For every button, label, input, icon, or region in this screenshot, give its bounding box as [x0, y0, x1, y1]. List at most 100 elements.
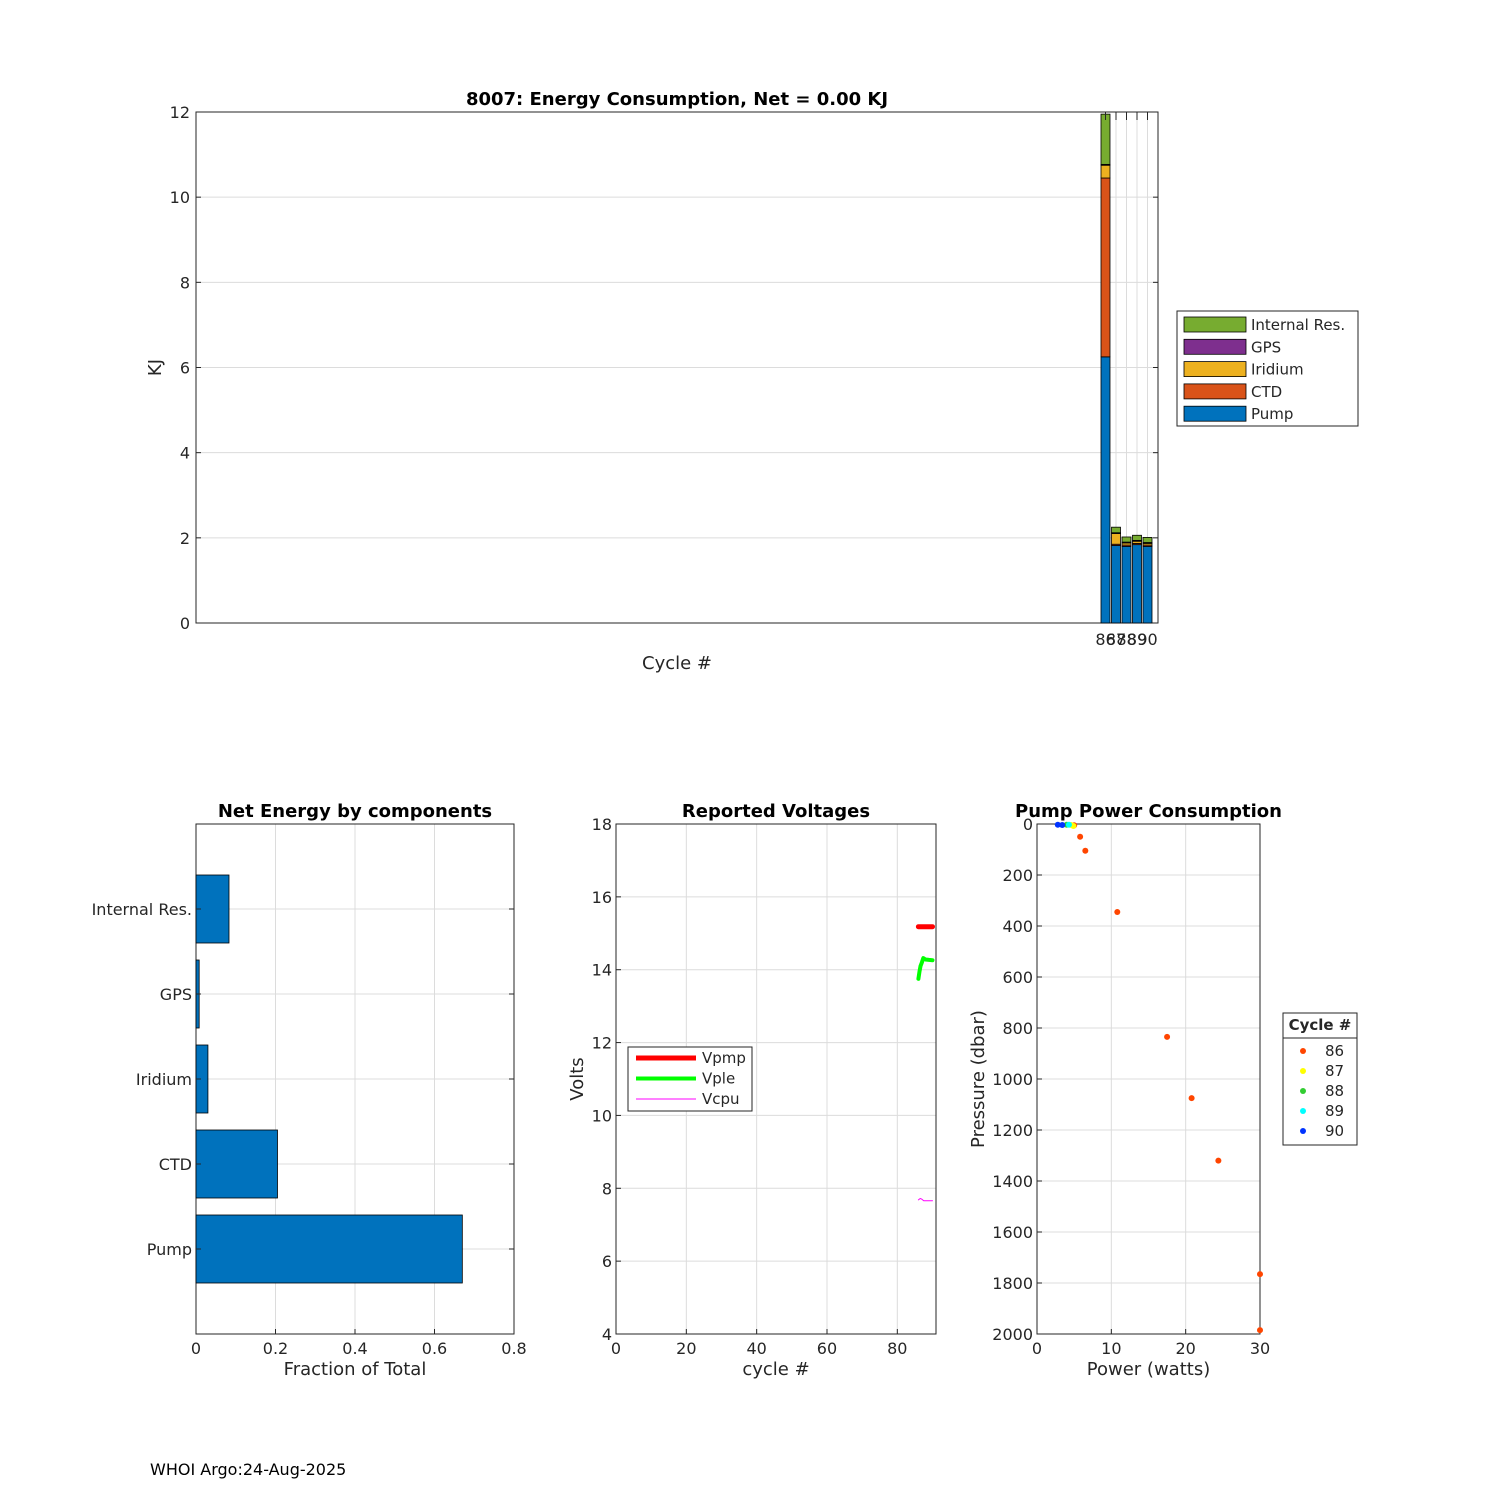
pump-ytick-label: 1600: [992, 1223, 1033, 1242]
pump-ytick-label: 200: [1002, 866, 1033, 885]
pump-legend-box: [1282, 1012, 1358, 1146]
energy-bar-pump-90: [1142, 545, 1153, 624]
voltages-ytick-label: 16: [592, 888, 612, 907]
voltages-legend: Vpmp Vple Vcpu: [627, 1046, 753, 1112]
energy-bar-pump-88: [1121, 545, 1132, 624]
footer-text: WHOI Argo:24-Aug-2025: [150, 1460, 347, 1479]
components-bar-ctd: [195, 1129, 278, 1199]
energy-xtick-label: 87: [1106, 630, 1126, 649]
voltages-ytick-label: 14: [592, 961, 612, 980]
pump-point-cycle-86: [1215, 1157, 1222, 1164]
pump-point-cycle-86: [1164, 1033, 1171, 1040]
pump-legend-marker: [1300, 1128, 1306, 1134]
pump-ylabel: Pressure (dbar): [968, 1010, 989, 1148]
pump-ytick-label: 1800: [992, 1274, 1033, 1293]
energy-bar-pump-87: [1111, 545, 1121, 624]
pump-xtick-label: 20: [1175, 1339, 1195, 1358]
voltages-axes-box: [615, 823, 937, 1335]
pump-point-cycle-86: [1257, 1327, 1263, 1334]
voltages-line-vcpu: [917, 1198, 933, 1202]
energy-xtick-label: 86: [1095, 630, 1115, 649]
energy-bar-internal-res--90: [1142, 537, 1153, 543]
voltages-xtick-label: 20: [676, 1339, 696, 1358]
components-xtick-label: 0: [191, 1339, 201, 1358]
pump-point-cycle-86: [1188, 1095, 1195, 1102]
energy-ytick-label: 6: [180, 359, 190, 378]
voltages-chart: 0 20 40 60 80 4 6 8 10 12 14 16 18 Reported Voltages c…: [567, 801, 937, 1380]
energy-xtick-label: 88: [1116, 630, 1136, 649]
pump-legend: Cycle # 86 87 88 89 90: [1282, 1012, 1358, 1146]
components-bar-pump: [195, 1214, 463, 1284]
energy-ytick-label: 4: [180, 444, 190, 463]
pump-chart: 0 10 20 30 0 200 400 600 800 1000 1200 1400 1600 1800…: [968, 801, 1358, 1380]
energy-ytick-label: 10: [170, 188, 190, 207]
pump-legend-title: Cycle #: [1289, 1016, 1352, 1034]
voltages-xlabel: cycle #: [742, 1359, 809, 1380]
pump-point-cycle-86: [1077, 833, 1084, 840]
pump-legend-label: 90: [1325, 1122, 1344, 1140]
energy-bar-internal-res--88: [1121, 536, 1132, 543]
pump-xtick-label: 0: [1032, 1339, 1042, 1358]
voltages-ytick-label: 12: [592, 1034, 612, 1053]
energy-legend-swatch: [1183, 383, 1247, 400]
energy-bar-internal-res--89: [1132, 534, 1142, 541]
pump-ytick-label: 800: [1002, 1019, 1033, 1038]
energy-title: 8007: Energy Consumption, Net = 0.00 KJ: [466, 89, 888, 110]
energy-legend-swatch: [1183, 405, 1247, 422]
components-xtick-label: 0.8: [501, 1339, 526, 1358]
components-xtick-label: 0.6: [422, 1339, 447, 1358]
pump-legend-label: 86: [1325, 1042, 1344, 1060]
pump-xtick-label: 30: [1250, 1339, 1270, 1358]
energy-xlabel: Cycle #: [642, 653, 712, 674]
voltages-ytick-label: 4: [602, 1325, 612, 1344]
components-bar-internal-res-: [195, 874, 230, 944]
pump-point-cycle-89: [1065, 821, 1072, 828]
components-ytick-label: Internal Res.: [92, 900, 192, 919]
pump-ytick-label: 2000: [992, 1325, 1033, 1344]
energy-bar-pump-86: [1100, 356, 1111, 624]
voltages-legend-label: Vcpu: [702, 1090, 740, 1108]
pump-ytick-label: 1400: [992, 1172, 1033, 1191]
energy-ytick-label: 0: [180, 614, 190, 633]
voltages-ytick-label: 8: [602, 1179, 612, 1198]
voltages-ytick-label: 10: [592, 1106, 612, 1125]
pump-xlabel: Power (watts): [1087, 1359, 1210, 1380]
energy-ytick-label: 12: [170, 103, 190, 122]
energy-bar-iridium-86: [1100, 164, 1111, 179]
pump-point-cycle-86: [1114, 908, 1121, 915]
components-ytick-label: CTD: [159, 1155, 192, 1174]
pump-title: Pump Power Consumption: [1015, 801, 1282, 822]
voltages-xtick-label: 40: [746, 1339, 766, 1358]
energy-legend-label: Internal Res.: [1251, 316, 1345, 334]
energy-bar-internal-res--86: [1100, 113, 1111, 165]
energy-bar-pump-89: [1132, 544, 1142, 624]
pump-ytick-label: 0: [1023, 815, 1033, 834]
pump-legend-label: 87: [1325, 1062, 1344, 1080]
pump-xtick-label: 10: [1101, 1339, 1121, 1358]
components-ytick-label: Iridium: [136, 1070, 192, 1089]
voltages-ytick-label: 18: [592, 815, 612, 834]
energy-xtick-label: 89: [1127, 630, 1147, 649]
pump-legend-marker: [1300, 1108, 1306, 1114]
pump-legend-marker: [1300, 1048, 1306, 1054]
voltages-title: Reported Voltages: [682, 801, 870, 822]
energy-ytick-label: 8: [180, 273, 190, 292]
energy-legend-label: Iridium: [1251, 361, 1304, 379]
components-xtick-label: 0.2: [263, 1339, 288, 1358]
components-xlabel: Fraction of Total: [284, 1359, 427, 1380]
pump-ytick-label: 600: [1002, 968, 1033, 987]
voltages-legend-label: Vple: [702, 1070, 735, 1088]
pump-ytick-label: 1000: [992, 1070, 1033, 1089]
components-ytick-label: GPS: [160, 985, 192, 1004]
pump-legend-label: 89: [1325, 1102, 1344, 1120]
energy-legend-swatch: [1183, 338, 1247, 355]
energy-legend-swatch: [1183, 316, 1247, 333]
energy-xtick-label: 90: [1137, 630, 1157, 649]
pump-point-cycle-86: [1257, 1271, 1263, 1278]
voltages-line-vple: [916, 956, 935, 981]
pump-ytick-label: 1200: [992, 1121, 1033, 1140]
energy-ytick-label: 2: [180, 529, 190, 548]
energy-legend-swatch: [1183, 361, 1247, 378]
